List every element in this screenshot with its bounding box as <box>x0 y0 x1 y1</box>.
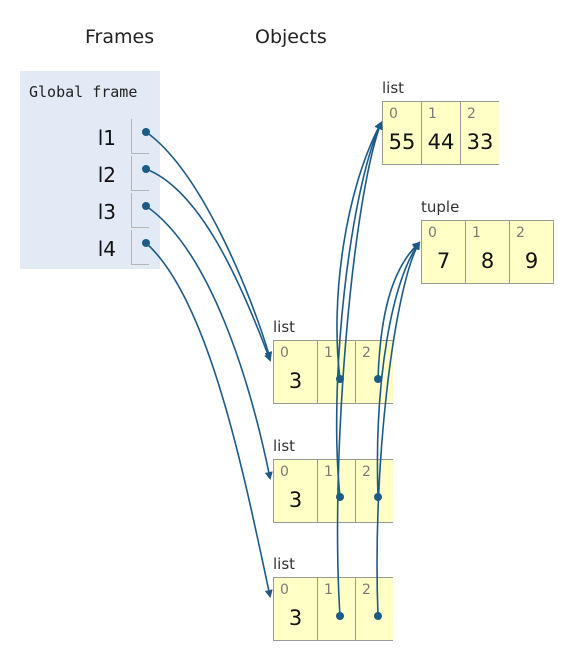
cell-index: 2 <box>467 106 476 122</box>
cell-value: 3 <box>288 606 303 630</box>
cell-index: 1 <box>324 345 333 361</box>
variable-pointer-slot <box>131 230 149 265</box>
object-type-label: tuple <box>421 198 460 216</box>
variable-pointer-slot <box>131 156 149 191</box>
cell-value: 55 <box>388 130 416 154</box>
cell-index: 1 <box>324 464 333 480</box>
list-cell: 1 44 <box>422 102 461 164</box>
cell-index: 2 <box>362 582 371 598</box>
cell-index: 1 <box>472 225 481 241</box>
frames-header: Frames <box>85 26 155 48</box>
arrow-l1 <box>145 131 273 360</box>
variable-name: l4 <box>97 237 116 261</box>
cell-index: 1 <box>428 106 437 122</box>
cell-value: 7 <box>436 249 451 273</box>
variable-l2: l2 <box>20 156 160 193</box>
cell-index: 2 <box>362 464 371 480</box>
variable-pointer-slot <box>131 193 149 228</box>
cell-index: 0 <box>389 106 398 122</box>
list-cell: 1 <box>318 460 356 522</box>
object-type-label: list <box>382 79 405 97</box>
cell-index: 0 <box>280 582 289 598</box>
cell-value: 8 <box>480 249 495 273</box>
variable-name: l2 <box>97 163 116 187</box>
list-cell: 2 <box>356 460 393 522</box>
object-type-label: list <box>273 555 296 573</box>
list-object-top: list 0 55 1 44 2 33 <box>382 79 499 165</box>
cell-value: 44 <box>427 130 455 154</box>
list-cell: 1 <box>318 341 356 403</box>
list-cell: 2 <box>356 578 393 640</box>
list-cell: 2 33 <box>461 102 499 164</box>
cell-index: 0 <box>280 464 289 480</box>
cell-index: 2 <box>516 225 525 241</box>
object-type-label: list <box>273 318 296 336</box>
arrow-l3 <box>145 205 273 480</box>
global-frame: Global frame l1 l2 l3 l4 <box>20 71 160 269</box>
variable-pointer-slot <box>131 119 149 154</box>
cell-value: 33 <box>466 130 494 154</box>
object-type-label: list <box>273 437 296 455</box>
cell-index: 0 <box>280 345 289 361</box>
cell-value: 3 <box>288 488 303 512</box>
arrow-l2 <box>145 168 272 362</box>
list-cell: 1 <box>318 578 356 640</box>
arrow-l4 <box>145 242 273 598</box>
variable-l4: l4 <box>20 230 160 267</box>
variable-name: l1 <box>97 126 116 150</box>
variable-l1: l1 <box>20 119 160 156</box>
list-cell: 0 55 <box>383 102 422 164</box>
cell-index: 2 <box>362 345 371 361</box>
cell-value: 9 <box>524 249 539 273</box>
variable-name: l3 <box>97 200 116 224</box>
arrow-c2-to-tuple <box>376 241 420 617</box>
global-frame-title: Global frame <box>29 83 138 101</box>
arrow-b1-to-list <box>335 121 383 498</box>
cell-value: 3 <box>288 369 303 393</box>
cell-index: 1 <box>324 582 333 598</box>
list-cell: 2 <box>356 341 393 403</box>
variable-l3: l3 <box>20 193 160 230</box>
cell-index: 0 <box>428 225 437 241</box>
objects-header: Objects <box>255 26 327 48</box>
